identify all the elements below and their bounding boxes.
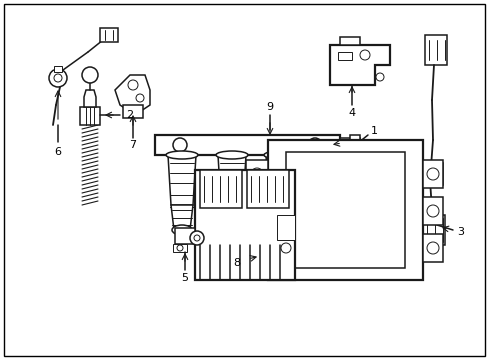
Circle shape	[307, 138, 321, 152]
Circle shape	[426, 205, 438, 217]
Bar	[175, 228, 195, 244]
Circle shape	[173, 138, 186, 152]
Bar	[246, 170, 288, 208]
Ellipse shape	[165, 151, 198, 159]
Ellipse shape	[317, 225, 337, 235]
Polygon shape	[339, 138, 359, 150]
Circle shape	[426, 168, 438, 180]
Polygon shape	[84, 90, 96, 107]
Ellipse shape	[264, 151, 295, 159]
Bar	[245, 160, 267, 188]
Circle shape	[82, 67, 98, 83]
Circle shape	[250, 242, 263, 254]
Bar	[80, 107, 100, 125]
Circle shape	[250, 205, 263, 217]
Text: 5: 5	[181, 273, 188, 283]
Polygon shape	[54, 66, 62, 72]
Text: 8: 8	[233, 258, 240, 268]
Polygon shape	[115, 75, 150, 115]
Circle shape	[136, 94, 143, 102]
Polygon shape	[168, 155, 196, 205]
Bar	[420, 215, 444, 245]
Ellipse shape	[311, 151, 343, 159]
Circle shape	[281, 243, 290, 253]
Polygon shape	[349, 135, 359, 145]
Polygon shape	[316, 205, 338, 230]
Circle shape	[194, 235, 200, 241]
Text: 3: 3	[457, 227, 464, 237]
Text: 7: 7	[129, 140, 136, 150]
Text: 4: 4	[348, 108, 355, 118]
Ellipse shape	[172, 225, 192, 235]
Polygon shape	[268, 205, 290, 230]
Bar	[337, 52, 351, 60]
Bar	[285, 152, 404, 268]
Polygon shape	[221, 205, 243, 230]
Bar	[200, 170, 242, 208]
Polygon shape	[265, 155, 293, 205]
Polygon shape	[313, 155, 341, 205]
Circle shape	[426, 242, 438, 254]
Polygon shape	[123, 105, 142, 118]
Ellipse shape	[216, 151, 247, 159]
Text: 2: 2	[126, 110, 133, 120]
Text: 6: 6	[54, 147, 61, 157]
Bar	[195, 170, 294, 280]
Bar	[245, 234, 267, 262]
Bar	[100, 28, 118, 42]
Text: 1: 1	[370, 126, 377, 136]
Polygon shape	[329, 45, 389, 85]
Ellipse shape	[269, 225, 289, 235]
Bar	[422, 197, 442, 225]
Bar	[422, 234, 442, 262]
Bar	[422, 160, 442, 188]
Text: 9: 9	[266, 102, 273, 112]
Bar	[424, 35, 446, 65]
Bar	[245, 197, 267, 225]
Polygon shape	[171, 205, 193, 230]
Polygon shape	[218, 155, 245, 205]
Circle shape	[54, 74, 62, 82]
Bar	[155, 135, 339, 155]
Circle shape	[128, 80, 138, 90]
Circle shape	[250, 168, 263, 180]
Bar	[276, 215, 294, 240]
Circle shape	[375, 73, 383, 81]
Bar	[267, 140, 422, 280]
Bar	[339, 37, 359, 45]
Circle shape	[177, 245, 183, 251]
Circle shape	[190, 231, 203, 245]
Polygon shape	[173, 244, 186, 252]
Bar	[420, 163, 442, 185]
Ellipse shape	[222, 225, 242, 235]
Circle shape	[359, 50, 369, 60]
Circle shape	[49, 69, 67, 87]
